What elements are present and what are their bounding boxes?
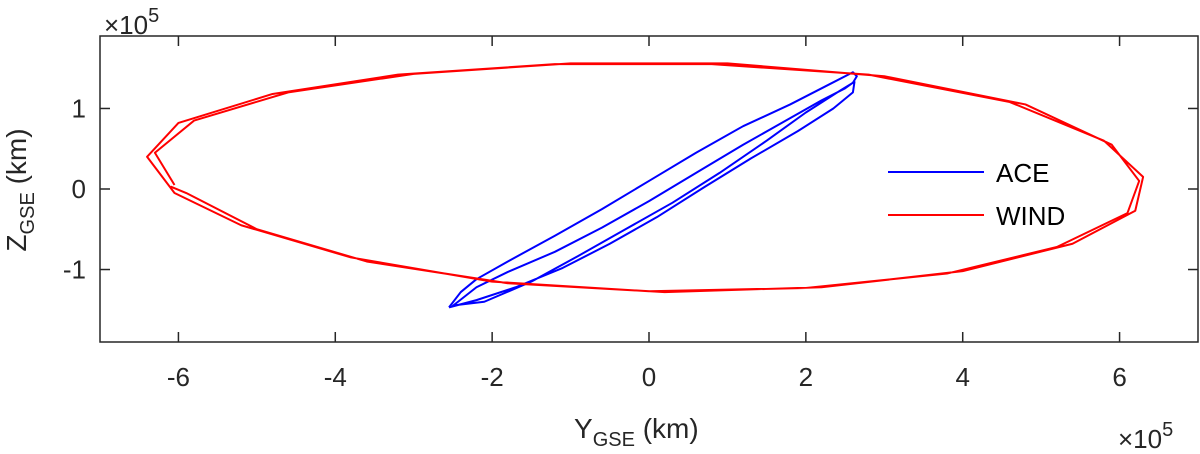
series-layer bbox=[146, 62, 1145, 309]
y-axis-label: ZGSE (km) bbox=[1, 128, 39, 251]
x-axis-label: YGSE (km) bbox=[574, 413, 699, 451]
x-tick-label: 0 bbox=[642, 362, 656, 392]
x-tick-label: -6 bbox=[167, 362, 190, 392]
plot-area bbox=[99, 35, 1199, 343]
y-exponent-label: ×105 bbox=[104, 5, 159, 40]
x-exponent-label: ×105 bbox=[1118, 419, 1173, 454]
legend-label-wind: WIND bbox=[996, 201, 1065, 231]
axis-ticks: -6 -4 -2 0 2 4 6 -1 0 1 bbox=[63, 36, 1198, 392]
x-tick-label: -2 bbox=[481, 362, 504, 392]
y-tick-label: -1 bbox=[63, 255, 86, 285]
y-tick-label: 0 bbox=[72, 174, 86, 204]
y-tick-label: 1 bbox=[72, 93, 86, 123]
x-tick-label: 2 bbox=[799, 362, 813, 392]
x-tick-label: 6 bbox=[1112, 362, 1126, 392]
legend: ACE WIND bbox=[888, 158, 1065, 231]
legend-label-ace: ACE bbox=[996, 158, 1049, 188]
series-line-wind bbox=[146, 62, 1145, 294]
x-tick-label: 4 bbox=[955, 362, 969, 392]
x-tick-label: -4 bbox=[324, 362, 347, 392]
series-line-ace bbox=[448, 71, 858, 309]
